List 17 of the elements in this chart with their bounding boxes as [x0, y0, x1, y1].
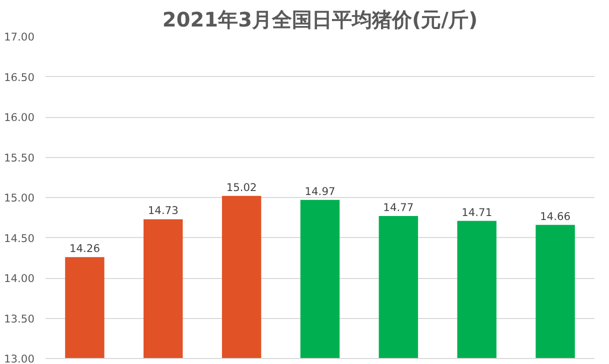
y-tick-label: 16.00	[4, 111, 35, 124]
data-label: 14.66	[540, 210, 571, 223]
chart-title: 2021年3月全国日平均猪价(元/斤)	[162, 8, 478, 32]
y-tick-label: 15.00	[4, 192, 35, 204]
y-tick-label: 13.00	[4, 352, 35, 364]
y-tick-label: 15.50	[4, 151, 35, 164]
y-tick-label: 16.50	[4, 70, 35, 84]
data-label: 14.97	[304, 184, 336, 198]
data-label: 14.71	[462, 206, 492, 219]
y-tick-label: 13.50	[4, 312, 35, 326]
data-label: 15.02	[226, 180, 257, 194]
y-tick-label: 14.00	[4, 272, 35, 285]
data-label: 14.26	[69, 242, 100, 256]
data-label: 14.73	[148, 204, 178, 218]
data-label: 14.77	[383, 201, 414, 214]
y-tick-label: 14.50	[4, 232, 35, 245]
y-tick-label: 17.00	[4, 30, 35, 44]
